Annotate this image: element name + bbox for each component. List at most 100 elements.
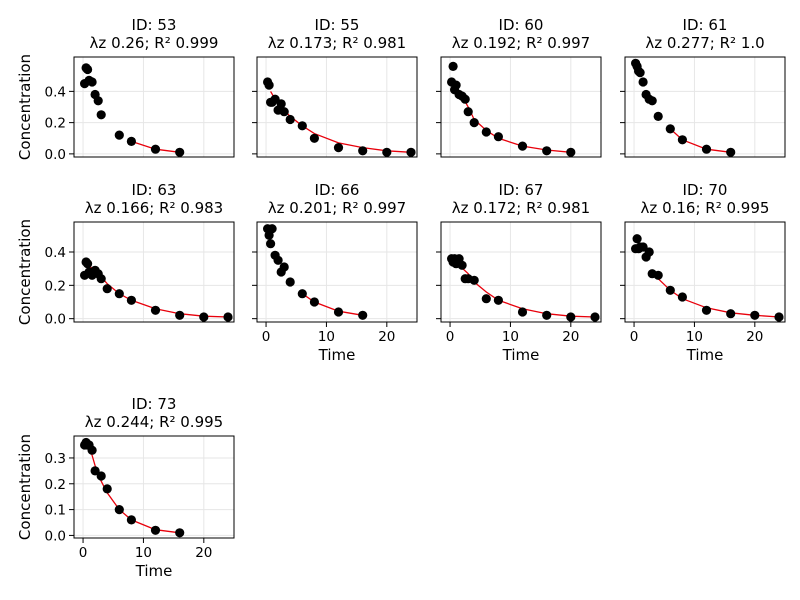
- panel-title-stats: λz 0.277; R² 1.0: [645, 34, 764, 52]
- data-point: [638, 242, 648, 252]
- data-point: [677, 135, 688, 145]
- x-tick-label: 0: [446, 329, 455, 345]
- data-point: [83, 259, 93, 269]
- data-point: [333, 143, 344, 153]
- data-point: [358, 310, 368, 320]
- x-tick-label: 10: [686, 329, 703, 345]
- data-point: [150, 305, 161, 315]
- data-point: [87, 445, 97, 455]
- panel-title-id: ID: 55: [315, 16, 360, 34]
- data-point: [493, 295, 503, 305]
- x-axis-label: Time: [135, 562, 173, 580]
- x-axis-label: Time: [686, 346, 724, 364]
- y-axis-label: Concentration: [16, 54, 34, 160]
- data-point: [309, 297, 319, 307]
- data-point: [469, 118, 479, 128]
- data-point: [566, 147, 576, 157]
- data-point: [96, 274, 106, 284]
- data-point: [665, 285, 675, 295]
- data-point: [223, 312, 233, 322]
- x-tick-label: 0: [262, 329, 271, 345]
- data-point: [647, 96, 657, 106]
- data-point: [175, 147, 185, 157]
- y-tick-label: 0.2: [45, 477, 66, 493]
- x-tick-label: 0: [630, 329, 639, 345]
- data-point: [638, 77, 648, 87]
- data-point: [542, 146, 552, 156]
- data-point: [451, 80, 461, 90]
- y-tick-label: 0.2: [45, 278, 66, 294]
- data-point: [635, 68, 645, 78]
- data-point: [285, 277, 295, 287]
- fit-line: [669, 128, 731, 153]
- data-point: [493, 132, 503, 142]
- data-point: [358, 146, 368, 156]
- y-tick-label: 0.0: [45, 528, 66, 544]
- data-point: [276, 99, 286, 109]
- x-tick-label: 20: [746, 329, 763, 345]
- data-point: [460, 94, 470, 104]
- panel-title-stats: λz 0.16; R² 0.995: [641, 199, 770, 217]
- panel-frame: [73, 56, 235, 158]
- y-tick-label: 0.4: [45, 245, 66, 261]
- panel-title-stats: λz 0.244; R² 0.995: [85, 413, 223, 431]
- data-point: [333, 307, 344, 317]
- data-point: [126, 136, 136, 146]
- data-point: [90, 466, 100, 476]
- data-point: [632, 234, 642, 244]
- x-tick-label: 10: [502, 329, 519, 345]
- data-point: [653, 270, 663, 280]
- data-point: [382, 147, 392, 157]
- x-tick-label: 20: [562, 329, 579, 345]
- data-point: [644, 247, 654, 257]
- data-point: [93, 96, 103, 106]
- data-point: [175, 310, 185, 320]
- panel-title-stats: λz 0.26; R² 0.999: [90, 34, 219, 52]
- data-point: [150, 525, 161, 535]
- data-point: [406, 147, 416, 157]
- x-tick-label: 20: [378, 329, 395, 345]
- panel-frame: [440, 221, 602, 323]
- data-point: [481, 127, 491, 137]
- data-point: [126, 515, 136, 525]
- x-tick-label: 10: [318, 329, 335, 345]
- panel-title-id: ID: 73: [132, 395, 177, 413]
- data-point: [96, 471, 106, 481]
- data-point: [175, 528, 185, 538]
- x-tick-label: 10: [135, 545, 152, 561]
- data-point: [457, 260, 467, 270]
- y-tick-label: 0.1: [45, 503, 66, 519]
- y-tick-label: 0.3: [45, 451, 66, 467]
- data-point: [102, 284, 112, 294]
- data-point: [542, 310, 552, 320]
- panel-title-id: ID: 63: [132, 181, 177, 199]
- panel-title-id: ID: 53: [132, 16, 177, 34]
- y-tick-label: 0.4: [45, 84, 66, 100]
- data-point: [726, 309, 736, 319]
- panel-frame: [624, 56, 786, 158]
- data-point: [114, 289, 124, 299]
- data-point: [199, 312, 209, 322]
- fit-line: [301, 293, 363, 316]
- data-point: [481, 294, 491, 304]
- panel-frame: [624, 221, 786, 323]
- x-axis-label: Time: [502, 346, 540, 364]
- y-axis-label: Concentration: [16, 434, 34, 540]
- data-point: [267, 224, 277, 234]
- data-point: [701, 305, 712, 315]
- y-tick-label: 0.0: [45, 147, 66, 163]
- x-axis-label: Time: [318, 346, 356, 364]
- data-point: [264, 80, 274, 90]
- y-axis-label: Concentration: [16, 219, 34, 325]
- data-point: [750, 310, 760, 320]
- data-point: [590, 312, 600, 322]
- data-point: [774, 312, 784, 322]
